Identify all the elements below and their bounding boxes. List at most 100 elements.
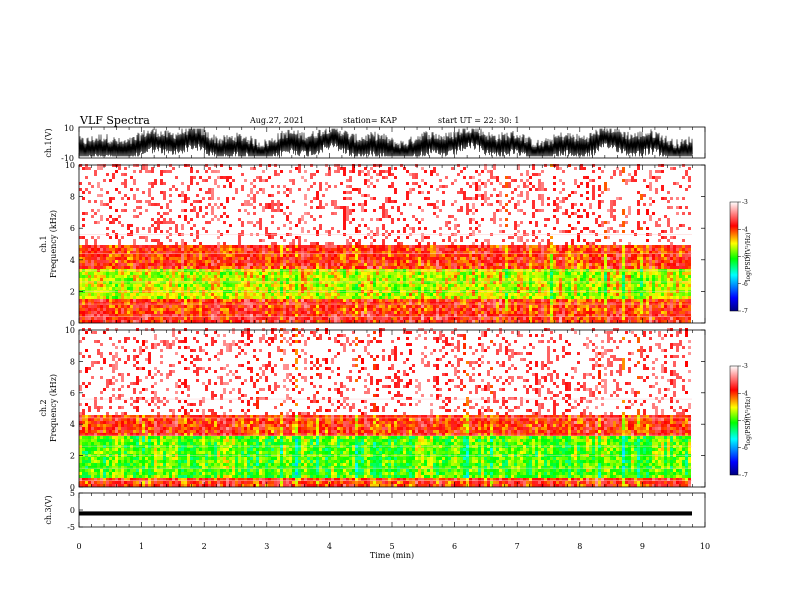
spectrogram-cell <box>421 293 424 296</box>
spectrogram-cell <box>607 311 610 314</box>
spectrogram-cell <box>211 305 214 308</box>
spectrogram-cell <box>139 269 142 272</box>
spectrogram-cell <box>136 308 139 311</box>
spectrogram-cell <box>508 314 511 317</box>
spectrogram-cell <box>100 296 103 299</box>
spectrogram-cell <box>172 293 175 296</box>
spectrogram-cell <box>292 278 295 281</box>
spectrogram-cell <box>505 272 508 275</box>
spectrogram-cell <box>328 272 331 275</box>
spectrogram-cell <box>175 317 178 320</box>
spectrogram-cell <box>685 296 688 299</box>
spectrogram-cell <box>130 281 133 284</box>
spectrogram-cell <box>340 320 343 323</box>
spectrogram-cell <box>85 287 88 290</box>
spectrogram-cell <box>112 263 115 266</box>
spectrogram-cell <box>475 299 478 302</box>
spectrogram-cell <box>589 266 592 269</box>
spectrogram-cell <box>643 287 646 290</box>
spectrogram-cell <box>433 251 436 254</box>
spectrogram-cell <box>391 272 394 275</box>
spectrogram-cell <box>430 254 433 257</box>
spectrogram-cell <box>307 269 310 272</box>
spectrogram-cell <box>238 299 241 302</box>
spectrogram-cell <box>553 293 556 296</box>
spectrogram-cell <box>142 305 145 308</box>
spectrogram-cell <box>649 317 652 320</box>
spectrogram-cell <box>646 254 649 257</box>
spectrogram-cell <box>124 269 127 272</box>
spectrogram-cell <box>346 281 349 284</box>
spectrogram-cell <box>586 299 589 302</box>
spectrogram-cell <box>550 287 553 290</box>
spectrogram-cell <box>121 302 124 305</box>
spectrogram-cell <box>601 317 604 320</box>
spectrogram-cell <box>85 269 88 272</box>
spectrogram-cell <box>163 317 166 320</box>
spectrogram-cell <box>646 284 649 287</box>
spectrogram-cell <box>181 308 184 311</box>
spectrogram-cell <box>427 299 430 302</box>
spectrogram-cell <box>628 266 631 269</box>
spectrogram-cell <box>598 269 601 272</box>
spectrogram-cell <box>649 278 652 281</box>
spectrogram-cell <box>523 314 526 317</box>
spectrogram-cell <box>367 320 370 323</box>
spectrogram-cell <box>232 284 235 287</box>
spectrogram-cell <box>643 275 646 278</box>
spectrogram-cell <box>106 248 109 251</box>
spectrogram-cell <box>676 320 679 323</box>
spectrogram-cell <box>457 314 460 317</box>
spectrogram-cell <box>433 293 436 296</box>
spectrogram-cell <box>295 317 298 320</box>
spectrogram-cell <box>382 266 385 269</box>
spectrogram-cell <box>658 278 661 281</box>
spectrogram-cell <box>433 308 436 311</box>
spectrogram-cell <box>235 257 238 260</box>
spectrogram-cell <box>421 266 424 269</box>
spectrogram-cell <box>388 251 391 254</box>
spectrogram-cell <box>187 254 190 257</box>
spectrogram-cell <box>604 314 607 317</box>
spectrogram-cell <box>568 263 571 266</box>
spectrogram-cell <box>130 293 133 296</box>
spectrogram-cell <box>580 284 583 287</box>
spectrogram-cell <box>457 302 460 305</box>
spectrogram-cell <box>424 284 427 287</box>
spectrogram-cell <box>373 272 376 275</box>
spectrogram-cell <box>565 263 568 266</box>
spectrogram-cell <box>385 254 388 257</box>
spectrogram-cell <box>463 308 466 311</box>
spectrogram-cell <box>394 293 397 296</box>
spectrogram-cell <box>166 263 169 266</box>
spectrogram-cell <box>310 299 313 302</box>
spectrogram-cell <box>106 275 109 278</box>
spectrogram-cell <box>109 293 112 296</box>
spectrogram-cell <box>220 293 223 296</box>
spectrogram-cell <box>184 266 187 269</box>
spectrogram-cell <box>436 302 439 305</box>
spectrogram-cell <box>106 287 109 290</box>
spectrogram-cell <box>658 308 661 311</box>
spectrogram-cell <box>217 317 220 320</box>
spectrogram-cell <box>394 311 397 314</box>
spectrogram-cell <box>487 275 490 278</box>
spectrogram-cell <box>484 299 487 302</box>
spectrogram-cell <box>646 278 649 281</box>
spectrogram-cell <box>373 281 376 284</box>
spectrogram-cell <box>172 311 175 314</box>
spectrogram-cell <box>166 302 169 305</box>
spectrogram-cell <box>127 260 130 263</box>
spectrogram-cell <box>613 266 616 269</box>
spectrogram-cell <box>139 281 142 284</box>
spectrogram-cell <box>253 260 256 263</box>
spectrogram-cell <box>316 284 319 287</box>
spectrogram-cell <box>559 308 562 311</box>
spectrogram-cell <box>130 254 133 257</box>
spectrogram-cell <box>412 305 415 308</box>
spectrogram-cell <box>214 311 217 314</box>
spectrogram-cell <box>283 305 286 308</box>
spectrogram-cell <box>247 278 250 281</box>
spectrogram-cell <box>475 254 478 257</box>
spectrogram-cell <box>292 314 295 317</box>
